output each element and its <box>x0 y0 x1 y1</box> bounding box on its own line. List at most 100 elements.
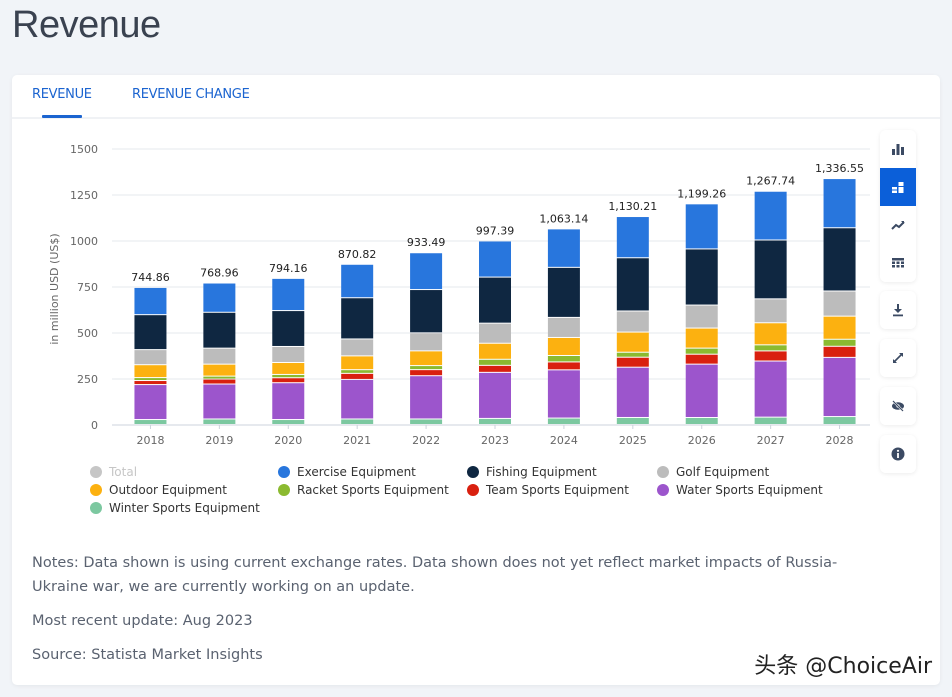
bar-segment <box>616 217 649 258</box>
bar-segment <box>754 351 787 361</box>
bar-segment <box>479 365 511 372</box>
x-tick-label: 2027 <box>757 434 785 447</box>
bar-total-label: 1,130.21 <box>608 200 657 213</box>
bar-segment <box>272 311 305 346</box>
legend-label: Golf Equipment <box>676 465 770 479</box>
bar-segment <box>203 312 236 348</box>
legend-item[interactable]: Team Sports Equipment <box>467 483 629 497</box>
bar-segment <box>479 343 511 359</box>
stacked-bar-chart-button[interactable] <box>880 168 916 206</box>
legend-item[interactable]: Exercise Equipment <box>278 465 416 479</box>
bar-segment <box>203 348 236 364</box>
bar-segment <box>134 385 167 420</box>
hide-button[interactable] <box>880 387 916 425</box>
download-button[interactable] <box>880 291 916 329</box>
bar-segment <box>616 352 649 357</box>
bar-segment <box>547 229 580 267</box>
trend-line-icon <box>891 221 905 230</box>
info-button[interactable] <box>880 435 916 473</box>
bar-segment <box>616 357 649 367</box>
bar-segment <box>341 419 374 424</box>
bar-segment <box>823 316 856 339</box>
bar-segment <box>203 283 236 312</box>
bar-total-label: 870.82 <box>338 248 377 261</box>
y-tick-label: 0 <box>91 419 98 432</box>
legend-item[interactable]: Water Sports Equipment <box>657 483 823 497</box>
legend-item[interactable]: Fishing Equipment <box>467 465 597 479</box>
bar-segment <box>547 362 580 370</box>
bar-segment <box>754 299 787 323</box>
expand-icon <box>893 353 903 363</box>
bar-segment <box>616 332 649 352</box>
x-tick-label: 2026 <box>688 434 716 447</box>
bar-segment <box>616 417 649 424</box>
notes-text: Notes: Data shown is using current excha… <box>32 555 838 595</box>
x-tick-label: 2028 <box>826 434 854 447</box>
bar-segment <box>134 420 167 424</box>
bar-segment <box>547 337 580 355</box>
table-view-button[interactable] <box>880 244 916 282</box>
tab-bar: REVENUE REVENUE CHANGE <box>12 75 940 119</box>
legend-label: Fishing Equipment <box>486 465 597 479</box>
bar-segment <box>685 328 718 348</box>
bar-segment <box>616 311 649 332</box>
y-tick-label: 500 <box>77 327 98 340</box>
line-chart-button[interactable] <box>880 206 916 244</box>
bar-segment <box>754 191 787 240</box>
bar-segment <box>685 249 718 305</box>
x-tick-label: 2020 <box>274 434 302 447</box>
bar-segment <box>823 179 856 228</box>
y-tick-label: 1500 <box>70 143 98 156</box>
bar-segment <box>134 365 167 378</box>
bar-segment <box>134 381 167 385</box>
bar-segment <box>341 370 374 373</box>
download-button-wrap <box>880 291 916 329</box>
source-text: Source: Statista Market Insights <box>32 647 263 663</box>
bar-segment <box>410 333 443 351</box>
legend-item[interactable]: Racket Sports Equipment <box>278 483 449 497</box>
bar-segment <box>685 418 718 424</box>
x-tick-label: 2024 <box>550 434 578 447</box>
bar-segment <box>754 417 787 424</box>
bar-segment <box>341 379 374 419</box>
y-tick-label: 1000 <box>70 235 98 248</box>
active-tab-indicator <box>42 115 82 118</box>
bar-total-label: 997.39 <box>476 224 515 237</box>
bar-segment <box>479 359 511 365</box>
legend-item[interactable]: Golf Equipment <box>657 465 769 479</box>
x-tick-label: 2018 <box>136 434 164 447</box>
legend-dot-icon <box>657 484 669 496</box>
stacked-bar-chart: 0 250 500 750 1000 1250 1500 in million USD (US… <box>48 143 870 447</box>
chart-type-toolbar <box>880 130 916 282</box>
hide-button-wrap <box>880 387 916 425</box>
legend-item[interactable]: Total <box>90 465 137 479</box>
bar-segment <box>410 376 443 419</box>
eye-slash-icon <box>892 400 904 412</box>
stacked-bar-icon <box>892 182 904 193</box>
bar-segment <box>272 346 305 362</box>
bar-segment <box>410 419 443 424</box>
bar-total-label: 768.96 <box>200 267 239 280</box>
bar-total-label: 1,199.26 <box>677 187 726 200</box>
bar-chart-button[interactable] <box>880 130 916 168</box>
tab-revenue-change[interactable]: REVENUE CHANGE <box>132 87 250 102</box>
legend-item[interactable]: Winter Sports Equipment <box>90 501 260 515</box>
bar-chart-icon <box>892 144 904 155</box>
legend-dot-icon <box>467 484 479 496</box>
chart-card: REVENUE REVENUE CHANGE 0 250 500 750 1000 125… <box>12 75 940 685</box>
legend-label: Winter Sports Equipment <box>109 501 260 515</box>
bar-segment <box>754 345 787 351</box>
legend-label: Team Sports Equipment <box>486 483 629 497</box>
x-tick-label: 2022 <box>412 434 440 447</box>
bar-segment <box>272 362 305 374</box>
bar-total-label: 1,336.55 <box>815 162 864 175</box>
y-tick-label: 750 <box>77 281 98 294</box>
legend-dot-icon <box>657 466 669 478</box>
y-axis-label: in million USD (US$) <box>48 233 61 344</box>
legend-dot-icon <box>90 502 102 514</box>
download-icon <box>893 304 903 317</box>
tab-revenue[interactable]: REVENUE <box>32 87 92 102</box>
legend-item[interactable]: Outdoor Equipment <box>90 483 227 497</box>
fullscreen-button[interactable] <box>880 339 916 377</box>
bar-segment <box>341 373 374 379</box>
